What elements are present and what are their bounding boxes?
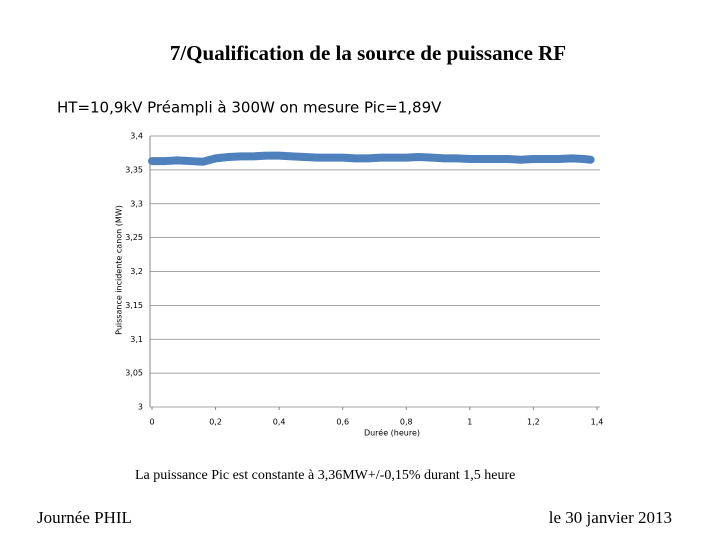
y-tick-label: 3,2 [130,267,143,276]
data-line [148,151,595,166]
note: La puissance Pic est constante à 3,36MW+… [135,468,515,483]
y-tick-label: 3 [138,403,143,412]
x-tick-label: 0,4 [273,418,286,427]
y-tick-label: 3,25 [125,233,143,242]
y-tick-label: 3,3 [130,199,143,208]
x-tick-label: 1,2 [527,418,540,427]
x-tick-label: 0,6 [336,418,349,427]
footer-left: Journée PHIL [37,508,132,527]
x-tick-label: 1,4 [591,418,604,427]
x-tick-label: 0,8 [400,418,413,427]
y-tick-label: 3,4 [130,132,143,141]
x-tick-label: 1 [467,418,472,427]
y-tick-label: 3,1 [130,335,143,344]
y-tick-label: 3,05 [125,369,143,378]
x-tick-label: 0,2 [209,418,222,427]
subtitle: HT=10,9kV Préampli à 300W on mesure Pic=… [57,99,442,117]
footer-right: le 30 janvier 2013 [549,508,672,527]
y-tick-label: 3,35 [125,165,143,174]
x-tick-label: 0 [149,418,154,427]
x-axis-label: Durée (heure) [364,428,420,438]
y-axis-label: Puissance incidente canon (MW) [115,205,124,335]
y-tick-label: 3,15 [125,301,143,310]
slide-title: 7/Qualification de la source de puissanc… [170,41,566,65]
